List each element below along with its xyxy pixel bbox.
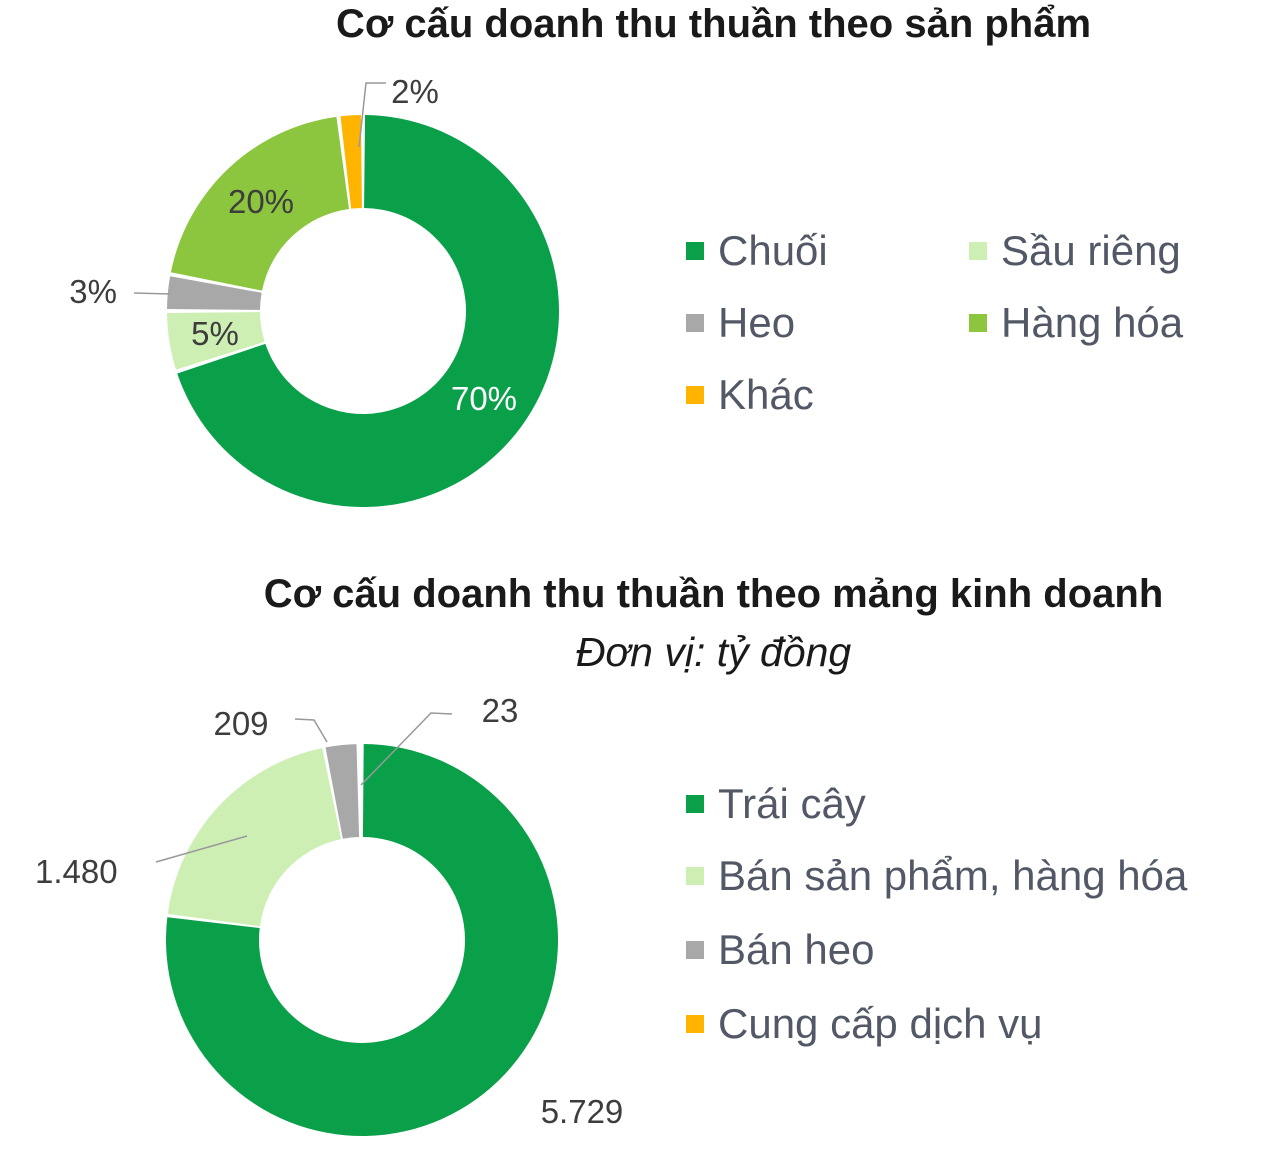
svg-text:5.729: 5.729: [541, 1093, 624, 1130]
svg-text:1.480: 1.480: [35, 853, 118, 890]
svg-text:2%: 2%: [391, 73, 439, 110]
svg-text:5%: 5%: [191, 315, 239, 352]
svg-text:3%: 3%: [69, 273, 117, 310]
svg-text:23: 23: [482, 692, 519, 729]
svg-text:209: 209: [213, 705, 268, 742]
svg-text:70%: 70%: [451, 380, 517, 417]
svg-text:20%: 20%: [228, 183, 294, 220]
